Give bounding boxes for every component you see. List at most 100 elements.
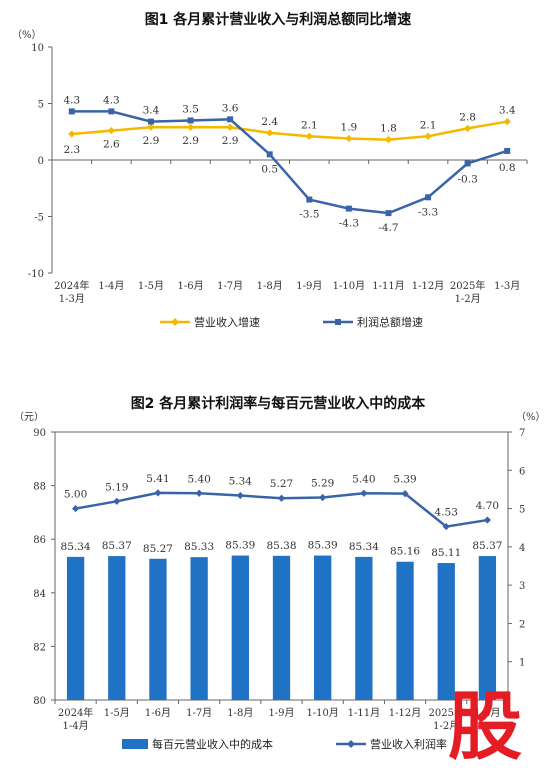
chart1-profit-data-label: 3.4: [143, 105, 160, 117]
chart2-legend-cost-label: 每百元营业收入中的成本: [152, 737, 273, 751]
chart2-y-left-tick-label: 90: [33, 428, 46, 439]
chart1-profit-data-label: -4.3: [339, 218, 359, 230]
chart1-point-revenue: [424, 132, 432, 140]
chart1-legend-revenue-marker: [171, 318, 179, 326]
chart2-x-tick-label: 1-6月: [145, 707, 171, 719]
chart2-line-data-label: 5.00: [64, 489, 87, 501]
chart1-legend: 营业收入增速 利润总额增速: [160, 315, 423, 329]
chart1-point-revenue: [226, 123, 234, 131]
chart1-point-revenue: [384, 136, 393, 144]
chart2-margin-point: [71, 504, 80, 513]
chart2-bar: [231, 555, 249, 700]
chart2-line-data-label: 5.39: [393, 474, 416, 486]
chart2-bar: [149, 558, 167, 700]
chart1-x-tick-label: 1-3月: [59, 293, 85, 305]
chart1-y-tick-label: -10: [28, 269, 44, 280]
chart2-margin-point: [319, 493, 327, 502]
chart1-revenue-data-label: 2.3: [63, 144, 80, 156]
chart2-y-right-tick-label: 5: [519, 505, 525, 516]
chart1-revenue-data-label: 2.1: [301, 119, 318, 131]
chart1-point-profit: [425, 194, 432, 201]
chart2-line: [71, 489, 492, 531]
chart1-point-revenue: [266, 129, 274, 137]
chart1-series-line-0: [71, 120, 508, 141]
chart1-legend-revenue-label: 营业收入增速: [194, 315, 260, 329]
chart2-legend-cost-swatch: [122, 739, 148, 749]
chart2-bar-data-label: 85.33: [184, 541, 214, 553]
chart2-bar: [437, 563, 455, 700]
chart1-x-tick-label: 1-2月: [455, 293, 481, 305]
chart1-grid: [48, 46, 528, 274]
chart2-y-left-tick-label: 88: [33, 482, 46, 493]
chart2-y-right-tick-label: 3: [519, 581, 525, 592]
chart1-x-tick-label: 2025年: [450, 279, 485, 292]
chart2-x-tick-label: 2025年: [429, 706, 464, 719]
chart2-line-data-label: 5.40: [187, 473, 210, 485]
chart1-data-labels: 2.3 2.6 2.9 2.9 2.9 2.4 2.1 1.9 1.8 2.1 2.8 3.4 4.3 4…: [63, 94, 515, 234]
chart1-point-profit: [227, 116, 234, 123]
chart1-point-revenue: [503, 117, 511, 126]
chart2-x-tick-label: 1-2月: [433, 720, 459, 732]
chart2-y-left-tick-label: 80: [33, 696, 46, 707]
chart1-x-tick-label: 1-12月: [412, 280, 444, 292]
chart2-x-tick-label: 1-8月: [227, 707, 253, 719]
chart2-bar-data-label: 85.38: [266, 540, 296, 552]
chart2-line-data-label: 5.19: [105, 481, 128, 493]
chart2-y-left-unit: （元）: [14, 411, 44, 423]
chart1-revenue-data-label: 2.9: [182, 135, 199, 147]
chart1-point-revenue: [147, 123, 155, 131]
chart2-margin-point: [113, 497, 121, 505]
chart1-x-tick-label: 1-9月: [296, 280, 322, 292]
chart2-y-right-unit: （%）: [516, 411, 546, 423]
chart1-profit-data-label: -3.3: [418, 206, 438, 218]
chart2-bar-data-label: 85.39: [308, 540, 338, 552]
chart2-x-tick-label: 1-9月: [268, 707, 294, 719]
chart1-profit-data-label: 3.5: [182, 103, 199, 115]
chart2-title: 图2 各月累计利润率与每百元营业收入中的成本: [131, 395, 427, 412]
chart1-point-profit: [306, 196, 313, 203]
chart2-margin-point: [277, 494, 286, 502]
chart2-legend-margin-marker: [347, 740, 355, 748]
chart2-margin-point: [195, 489, 203, 497]
chart2-y-right-tick-label: 2: [519, 619, 525, 630]
chart1-revenue-data-label: 2.6: [103, 139, 120, 151]
chart2-bar: [396, 561, 414, 700]
chart2-bars: [66, 555, 497, 700]
chart1-point-revenue: [186, 123, 195, 131]
chart2-y-right-tick-label: 6: [519, 466, 525, 477]
chart1-point-revenue: [107, 127, 115, 135]
chart2-line-data-label: 4.70: [476, 500, 499, 512]
chart2-margin-point: [360, 489, 368, 497]
chart1-x-tick-label: 1-3月: [494, 280, 520, 292]
chart2-bar-data-label: 85.34: [349, 541, 379, 553]
chart1-profit-data-label: 0.8: [499, 162, 516, 174]
chart2-bar-data-label: 85.39: [225, 540, 255, 552]
chart1-x-tick-label: 1-8月: [257, 280, 283, 292]
chart2-bar-data-label: 85.16: [390, 546, 420, 558]
chart2-y-right-tick-label: 7: [519, 428, 525, 439]
chart2-bar: [272, 555, 291, 700]
chart1-profit-data-label: 0.5: [261, 163, 278, 175]
chart2-line-data-label: 5.41: [146, 473, 169, 485]
chart1-series: [68, 108, 511, 217]
chart2-bar: [66, 556, 85, 700]
chart2-y-left-tick-label: 82: [33, 642, 46, 653]
chart1-point-profit: [266, 151, 273, 158]
chart2-bar: [108, 556, 126, 700]
chart1-profit-data-label: 3.6: [222, 102, 239, 114]
chart1-revenue-data-label: 1.8: [380, 123, 397, 135]
chart1-revenue-data-label: 2.9: [222, 135, 239, 147]
chart1-x-tick-label: 1-10月: [333, 280, 365, 292]
chart2-x-tick-label: 1-4月: [63, 720, 89, 732]
chart2-bar-data-label: 85.37: [472, 540, 502, 552]
chart2-y-left-tick-label: 84: [33, 589, 46, 600]
chart1-profit-data-label: 4.3: [63, 94, 80, 106]
chart1-x-tick-label: 1-11月: [372, 280, 404, 292]
chart1-x-tick-label: 1-6月: [177, 280, 203, 292]
chart2-bar-data-label: 85.34: [61, 541, 91, 553]
chart1-y-tick-label: 5: [38, 100, 44, 111]
chart1-title: 图1 各月累计营业收入与利润总额同比增速: [145, 11, 412, 28]
chart2-x-tick-label: 1-12月: [389, 707, 421, 719]
